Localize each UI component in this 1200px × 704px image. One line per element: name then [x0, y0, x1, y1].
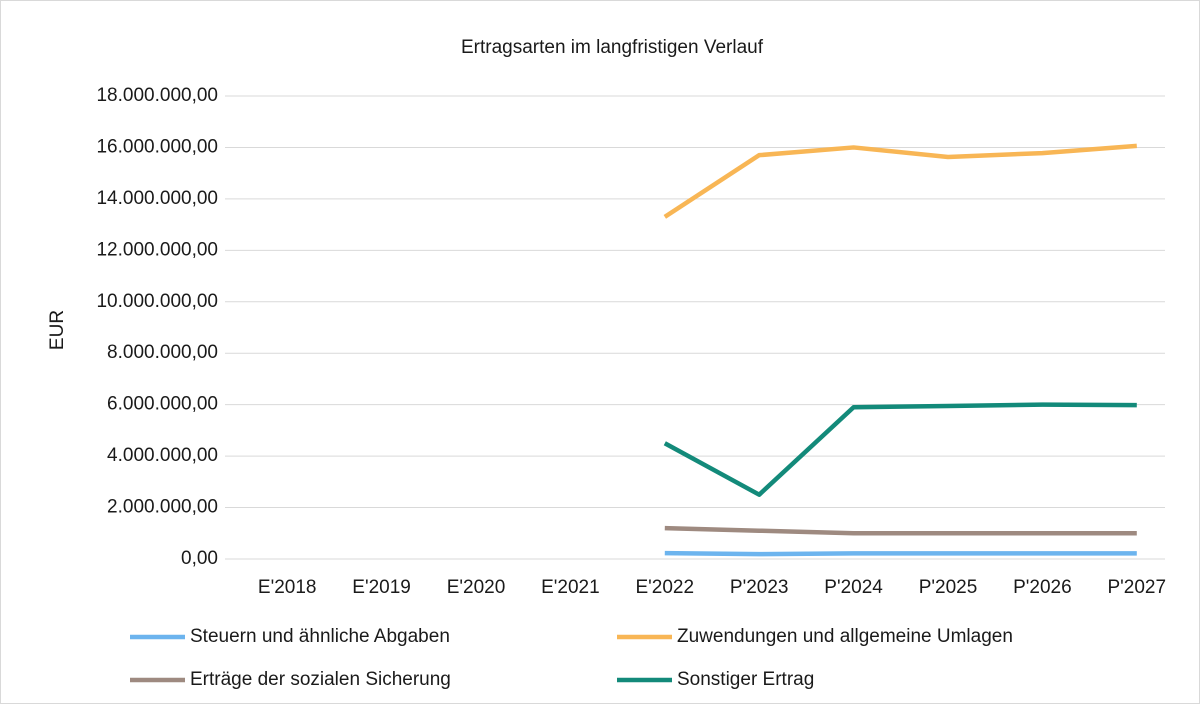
y-tick-label: 16.000.000,00 — [96, 136, 218, 157]
y-tick-label: 0,00 — [181, 548, 218, 569]
x-tick-label: P'2026 — [1013, 577, 1072, 598]
y-tick-label: 8.000.000,00 — [107, 342, 218, 363]
y-tick-label: 6.000.000,00 — [107, 394, 218, 415]
y-tick-label: 2.000.000,00 — [107, 497, 218, 518]
x-tick-label: E'2020 — [447, 577, 506, 598]
legend-label: Zuwendungen und allgemeine Umlagen — [677, 626, 1013, 647]
legend-label: Erträge der sozialen Sicherung — [190, 669, 451, 690]
y-tick-label: 18.000.000,00 — [96, 85, 218, 106]
x-tick-label: P'2023 — [730, 577, 789, 598]
y-tick-label: 10.000.000,00 — [96, 291, 218, 312]
series-line — [664, 525, 1137, 536]
series-line — [663, 402, 1137, 497]
x-tick-label: E'2021 — [541, 577, 600, 598]
y-tick-label: 12.000.000,00 — [96, 239, 218, 260]
series-line — [663, 143, 1137, 219]
y-tick-label: 4.000.000,00 — [107, 445, 218, 466]
x-tick-label: P'2027 — [1108, 577, 1167, 598]
series-line — [664, 550, 1137, 557]
legend-label: Sonstiger Ertrag — [677, 669, 814, 690]
y-tick-label: 14.000.000,00 — [96, 188, 218, 209]
y-axis-title: EUR — [47, 310, 68, 350]
x-tick-label: E'2022 — [636, 577, 695, 598]
x-tick-label: E'2019 — [352, 577, 411, 598]
x-tick-label: P'2025 — [919, 577, 978, 598]
legend-label: Steuern und ähnliche Abgaben — [190, 626, 450, 647]
x-tick-label: P'2024 — [824, 577, 883, 598]
chart-title: Ertragsarten im langfristigen Verlauf — [461, 37, 764, 58]
x-tick-label: E'2018 — [258, 577, 317, 598]
